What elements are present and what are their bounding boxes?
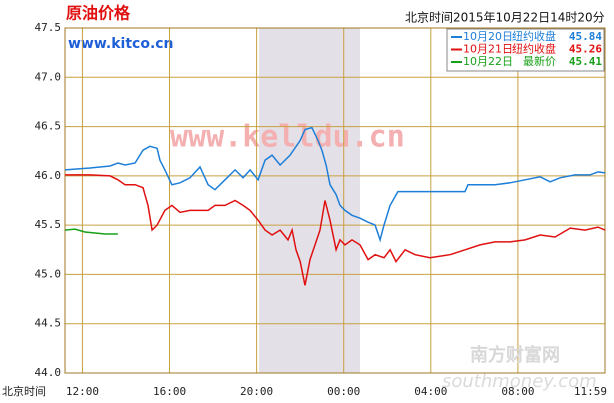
x-tick-label: 12:00 xyxy=(66,385,99,398)
series-line xyxy=(64,228,118,235)
x-axis-label: 北京时间 xyxy=(2,384,46,398)
legend-value: 45.84 xyxy=(569,30,602,43)
y-tick-label: 45.5 xyxy=(35,218,62,231)
x-tick-label: 11:59 xyxy=(574,385,607,398)
logo-subtext: southmoney.com xyxy=(442,371,597,392)
y-tick-label: 44.5 xyxy=(35,317,62,330)
logo-text: 南方财富网 xyxy=(470,344,560,366)
legend-label: 纽约收盘 xyxy=(512,29,556,43)
legend-label: 纽约收盘 xyxy=(512,42,556,56)
x-tick-label: 04:00 xyxy=(414,385,447,398)
y-tick-label: 47.5 xyxy=(35,21,62,34)
x-tick-label: 08:00 xyxy=(501,385,534,398)
source: www.kitco.cn xyxy=(68,36,174,52)
legend-value: 45.26 xyxy=(569,43,602,56)
legend-box xyxy=(446,28,605,72)
x-tick-label: 00:00 xyxy=(327,385,360,398)
watermark: www.kelldu.cn xyxy=(170,120,405,155)
legend-label: 最新价 xyxy=(523,54,556,68)
x-tick-label: 16:00 xyxy=(153,385,186,398)
legend-value: 45.41 xyxy=(569,55,602,68)
y-tick-label: 45.0 xyxy=(35,267,62,280)
y-tick-label: 46.0 xyxy=(35,169,62,182)
series-line xyxy=(65,174,606,286)
highlight-band xyxy=(259,28,361,373)
series-line xyxy=(64,126,606,243)
chart-subtitle: 北京时间2015年10月22日14时20分 xyxy=(405,11,605,25)
legend-name: 10月21日 xyxy=(463,43,513,56)
y-tick-label: 46.5 xyxy=(35,120,62,133)
legend-name: 10月22日 xyxy=(463,55,513,68)
legend-name: 10月20日 xyxy=(463,30,513,43)
y-tick-label: 44.0 xyxy=(35,366,62,379)
x-tick-label: 20:00 xyxy=(240,385,273,398)
chart-title: 原油价格 xyxy=(66,4,131,23)
plot-border xyxy=(64,27,606,374)
y-tick-label: 47.0 xyxy=(35,70,62,83)
